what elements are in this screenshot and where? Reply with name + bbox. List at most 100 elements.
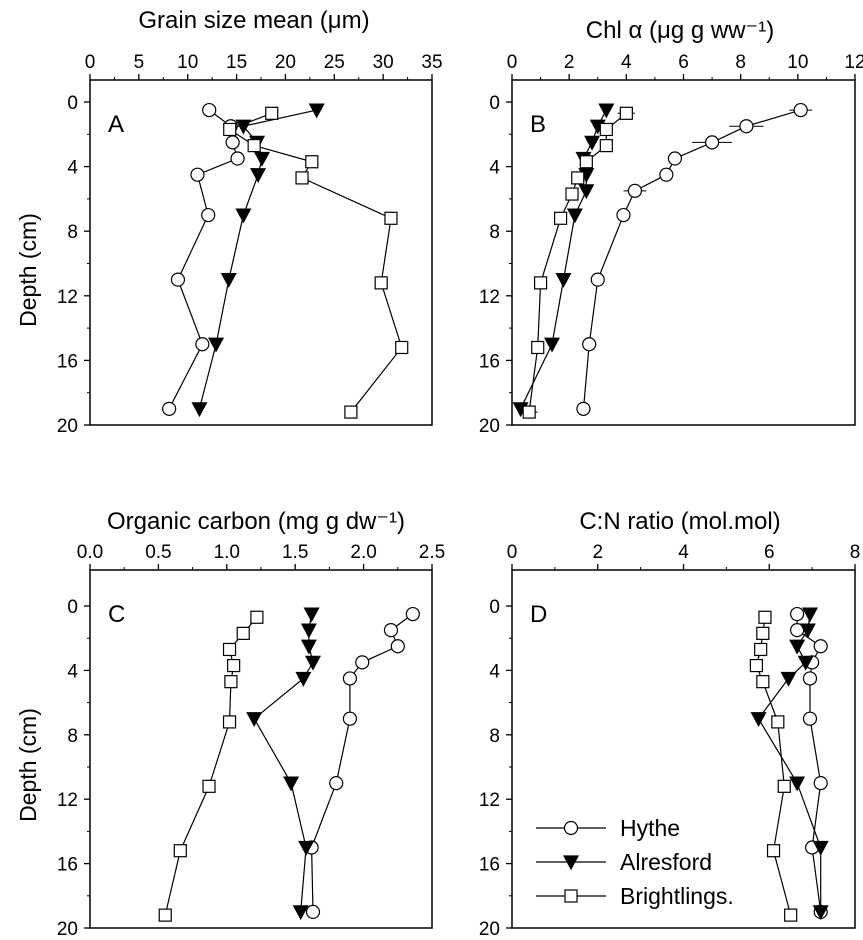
panel-b-ytick-label: 8 — [489, 222, 500, 243]
panel-b-hythe-point — [659, 167, 674, 182]
panel-d-alresford-point — [801, 607, 818, 623]
panel-c-hythe-point — [383, 623, 399, 638]
panel-d-xtick-label: 4 — [678, 542, 689, 563]
panel-d-letter: D — [530, 601, 547, 628]
panel-c-hythe-point — [305, 904, 321, 920]
panel-c-alresford-point — [246, 712, 263, 727]
panel-b-brightlings-point — [531, 340, 545, 355]
panel-c-alresford-point — [303, 607, 320, 623]
panel-c-xtick-label: 1.5 — [282, 542, 308, 563]
panel-d-xtick-label: 6 — [764, 542, 775, 563]
panel-a-xtick-label: 10 — [177, 52, 198, 73]
panel-b-alresford-point — [578, 184, 595, 200]
panel-d-ytick-label: 20 — [479, 919, 500, 940]
panel-c-brightlings-point — [227, 658, 241, 673]
panel-c-plot: 0.0 0.5 1.0 1.5 2.0 2.5 0 4 8 12 16 20 C — [57, 542, 445, 940]
panel-c-alresford-point — [298, 840, 315, 856]
panel-c-brightlings-point — [224, 675, 238, 689]
panel-a-xtick-label: 20 — [275, 52, 296, 73]
panel-d-hythe-point — [802, 711, 818, 726]
panel-c-xtick-label: 2.5 — [419, 542, 445, 563]
panel-d-plot: 0 2 4 6 8 0 4 8 12 16 20 D — [479, 542, 860, 940]
panel-d-xtick-label: 8 — [850, 542, 861, 563]
panel-a-hythe-point — [195, 337, 210, 352]
panel-d-brightlings-point — [777, 779, 791, 793]
panel-a-alresford-point — [235, 208, 252, 224]
panel-c-xtick-label: 0.0 — [77, 542, 103, 563]
panel-d-brightlings-point — [758, 610, 772, 624]
panel-b-brightlings-point — [599, 122, 613, 137]
panel-b-ytick-label: 16 — [479, 351, 500, 372]
panel-d-brightlings-point — [771, 715, 785, 729]
panel-a-alresford-point — [220, 273, 237, 288]
panel-b-hythe-point — [667, 151, 683, 166]
panel-d-ytick-label: 4 — [489, 661, 500, 682]
panel-c-hythe-point — [329, 775, 344, 791]
panel-b-alresford-point — [598, 103, 615, 119]
panel-d: C:N ratio (mol.mol) 0 2 4 6 8 0 4 8 12 16 20 D — [479, 508, 860, 940]
panel-a-alresford-point — [308, 103, 325, 119]
panel-d-brightlings-point — [766, 844, 781, 858]
panel-d-ytick-label: 12 — [479, 790, 500, 811]
panel-c-xtick-label: 0.5 — [145, 542, 171, 563]
panel-c-ytick-label: 0 — [67, 597, 78, 618]
panel-b-alresford-point — [566, 208, 583, 224]
panel-c-brightlings-point — [222, 642, 237, 657]
panel-a-plot: 0 5 10 15 20 25 30 35 0 4 8 12 16 20 A — [57, 52, 443, 437]
panel-a-brightlings-point — [295, 171, 309, 185]
legend-alresford-label: Alresford — [620, 849, 712, 875]
panel-d-xtick-label: 2 — [592, 542, 603, 563]
panel-a-hythe-point — [225, 135, 240, 150]
panel-d-xtick-label: 0 — [507, 542, 518, 563]
panel-a-xtick-label: 5 — [134, 52, 145, 73]
panel-b-xtick-label: 4 — [621, 52, 632, 73]
panel-c-xtick-label: 1.0 — [214, 542, 240, 563]
panel-c-brightlings-point — [236, 626, 250, 640]
panel-c-title: Organic carbon (mg g dw⁻¹) — [107, 508, 405, 535]
legend-hythe-label: Hythe — [620, 815, 680, 841]
panel-b-xtick-label: 6 — [678, 52, 689, 73]
panel-b-brightlings-point — [619, 106, 633, 120]
panel-a-hythe-point — [230, 151, 245, 166]
panel-a-ytick-label: 0 — [67, 93, 78, 114]
panel-d-alresford-point — [789, 639, 806, 655]
panel-b-plot: 0 2 4 6 8 10 12 0 4 8 12 16 20 B — [479, 52, 863, 437]
panel-d-brightlings-point — [754, 642, 768, 657]
panel-c-hythe-point — [390, 639, 405, 654]
panel-c-brightlings-point — [158, 908, 172, 922]
panel-d-title: C:N ratio (mol.mol) — [579, 508, 780, 535]
panel-a-brightlings-point — [247, 139, 261, 153]
panel-a-xtick-label: 35 — [421, 52, 442, 73]
panel-c-ytick-label: 8 — [67, 726, 78, 747]
panel-c-hythe-point — [342, 711, 358, 726]
panel-b: Chl α (μg g ww⁻¹) 0 2 4 6 8 10 12 0 4 8 12 16 20 B — [479, 17, 863, 437]
panel-c-brightlings-line — [164, 616, 258, 916]
panel-a-hythe-point — [201, 207, 216, 223]
panel-d-brightlings-point — [784, 908, 798, 922]
panel-a-ytick-label: 12 — [57, 287, 78, 308]
legend-brightlings-marker — [564, 889, 578, 903]
panel-b-hythe-point — [704, 135, 720, 150]
panel-a-brightlings-point — [265, 106, 279, 120]
panel-a-alresford-point — [250, 168, 267, 183]
panel-d-alresford-point — [797, 655, 814, 671]
panel-b-hythe-line — [582, 109, 801, 409]
panel-a-alresford-point — [208, 337, 225, 353]
panel-a-ytick-label: 8 — [67, 222, 78, 243]
panel-d-ytick-label: 0 — [489, 597, 500, 618]
panel-b-ytick-label: 0 — [489, 93, 500, 114]
panel-b-brightlings-point — [533, 276, 548, 290]
panel-a-hythe-point — [190, 167, 205, 182]
panel-a-brightlings-point — [384, 211, 398, 225]
panel-b-title: Chl α (μg g ww⁻¹) — [586, 17, 774, 44]
panel-b-brightlings-point — [565, 187, 579, 201]
panel-c: Organic carbon (mg g dw⁻¹) Depth (cm) 0.… — [15, 508, 445, 940]
panel-d-hythe-point — [802, 671, 818, 686]
panel-b-ytick-label: 4 — [489, 158, 500, 179]
panel-d-ytick-label: 16 — [479, 855, 500, 876]
panel-b-brightlings-point — [579, 155, 593, 169]
legend: Hythe Alresford Brightlings. — [536, 815, 734, 909]
panel-d-alresford-point — [750, 712, 767, 727]
panel-c-ytick-label: 16 — [57, 855, 78, 876]
